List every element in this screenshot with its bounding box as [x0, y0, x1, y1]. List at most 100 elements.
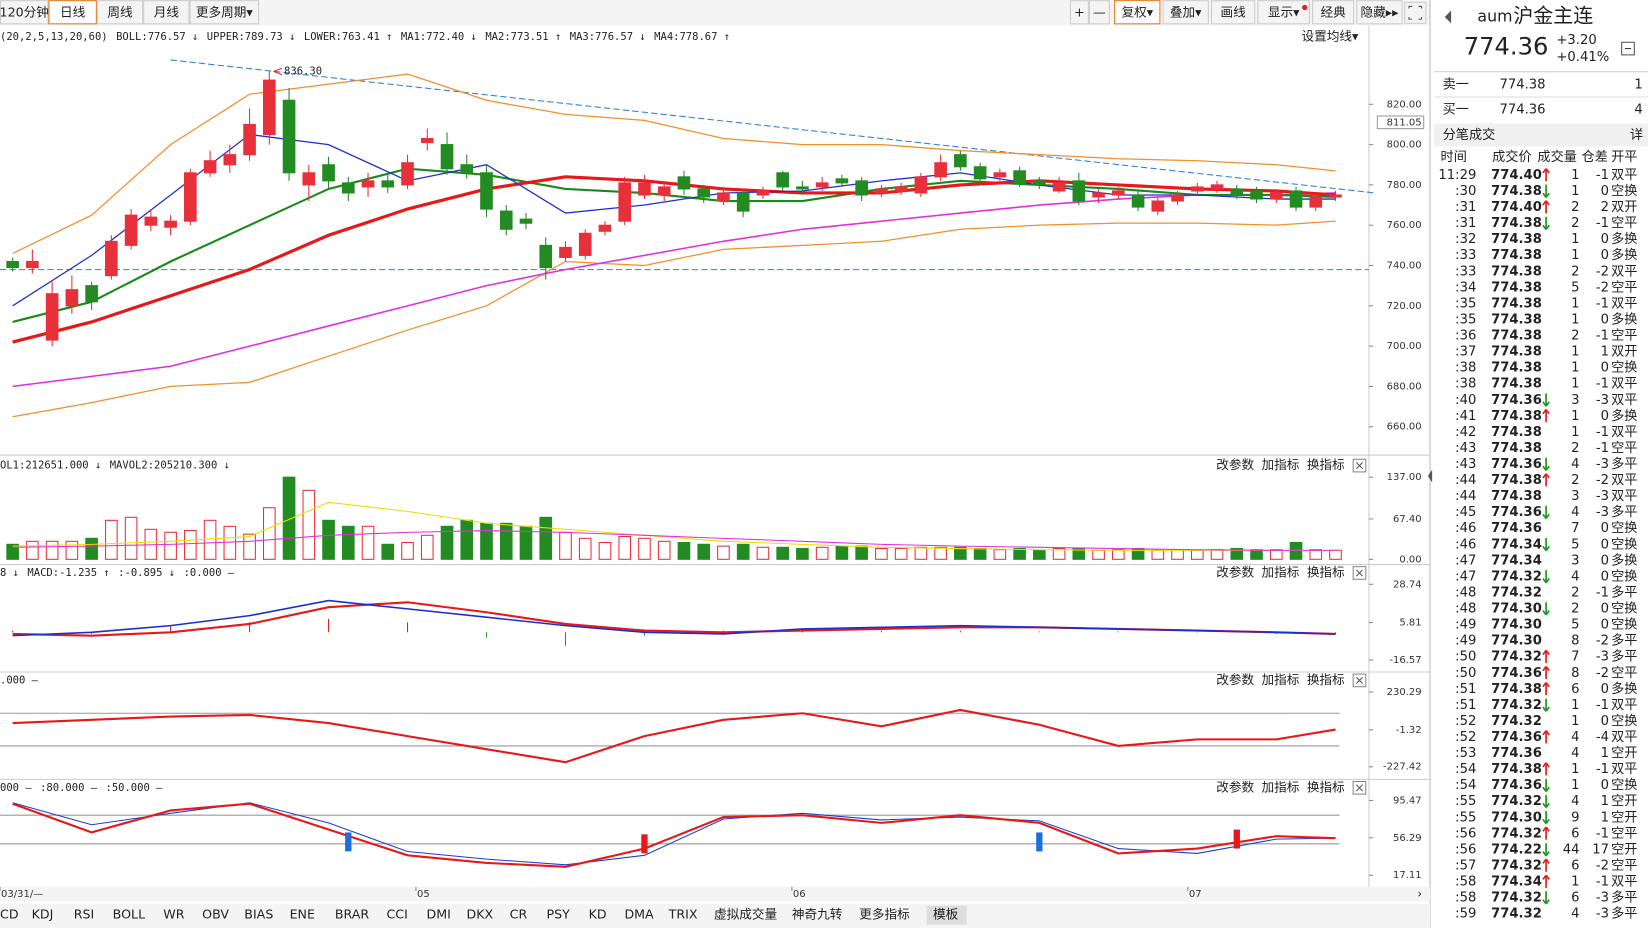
- tick-type: 空换: [1611, 777, 1637, 793]
- indicator-tab[interactable]: 虚拟成交量: [714, 907, 777, 922]
- indicator-tab[interactable]: 更多指标: [859, 907, 910, 922]
- tick-oi-change: -2: [1596, 280, 1609, 295]
- panel-control[interactable]: 加指标: [1262, 779, 1300, 794]
- tick-price: 774.32: [1491, 907, 1542, 922]
- indicator-tab[interactable]: RSI: [74, 907, 95, 922]
- tick-volume: 2: [1571, 585, 1579, 600]
- volume-bar: [973, 547, 987, 560]
- tick-oi-change: -1: [1596, 441, 1609, 456]
- tick-price: 774.38: [1491, 377, 1542, 392]
- indicator-tab[interactable]: BRAR: [335, 907, 370, 922]
- indicator-tab[interactable]: DMI: [426, 907, 450, 922]
- panel-close-icon: [1355, 676, 1363, 684]
- scroll-arrow[interactable]: ›: [1417, 887, 1422, 901]
- candle-body: [796, 186, 809, 190]
- indicator-tab[interactable]: OBV: [202, 907, 229, 922]
- candle-body: [1269, 192, 1283, 200]
- period-button[interactable]: [143, 0, 190, 25]
- candle-body: [598, 224, 612, 232]
- indicator-tab[interactable]: 神奇九转: [792, 907, 843, 922]
- indicator-tab[interactable]: CCI: [386, 907, 407, 922]
- tool-button[interactable]: [1114, 0, 1161, 25]
- tick-oi-change: 0: [1601, 521, 1609, 536]
- tick-type: 空开: [1611, 793, 1637, 809]
- panel-control[interactable]: 加指标: [1262, 672, 1300, 687]
- tool-label: +: [1074, 4, 1085, 19]
- tick-type: 空平: [1611, 440, 1637, 456]
- panel-control[interactable]: 改参数: [1216, 779, 1254, 794]
- panel-control[interactable]: 换指标: [1307, 564, 1345, 579]
- ma-settings[interactable]: 设置均线▾: [1302, 28, 1360, 43]
- candle-body: [322, 164, 335, 182]
- tool-button[interactable]: [1257, 0, 1310, 25]
- indicator-tab[interactable]: BOLL: [113, 907, 145, 922]
- down-arrow: [1542, 843, 1550, 857]
- indicator-tab[interactable]: WR: [163, 907, 184, 922]
- tick-oi-change: 0: [1601, 778, 1609, 793]
- column-header: 时间: [1441, 149, 1467, 165]
- expand-button[interactable]: [1404, 1, 1427, 24]
- volume-bar: [341, 525, 355, 560]
- prev-arrow[interactable]: [1444, 10, 1452, 24]
- volume-bar: [1289, 541, 1303, 560]
- panel-control[interactable]: 换指标: [1307, 779, 1345, 794]
- tick-oi-change: 0: [1601, 618, 1609, 633]
- candle-body: [105, 240, 118, 277]
- candle-body: [6, 260, 19, 269]
- panel-control[interactable]: 改参数: [1216, 564, 1254, 579]
- tool-button[interactable]: [1356, 0, 1403, 25]
- down-arrow: [1542, 698, 1550, 712]
- period-button[interactable]: [189, 0, 260, 25]
- period-button[interactable]: [0, 0, 49, 25]
- tick-oi-change: -3: [1596, 457, 1609, 472]
- tick-volume: 4: [1571, 505, 1579, 520]
- tick-oi-change: 17: [1592, 842, 1609, 857]
- panel-control[interactable]: 改参数: [1216, 672, 1254, 687]
- tick-time: :47: [1455, 553, 1476, 568]
- indicator-legend: :50.000 —: [105, 782, 163, 794]
- sell-price: 774.38: [1500, 77, 1546, 92]
- candle-body: [262, 79, 276, 136]
- tick-volume: 6: [1571, 826, 1579, 841]
- indicator-tab[interactable]: KD: [589, 907, 607, 922]
- up-arrow: [1542, 858, 1550, 872]
- tick-oi-change: 0: [1601, 184, 1609, 199]
- indicator-tab[interactable]: PSY: [547, 907, 571, 922]
- tick-type: 空开: [1611, 809, 1637, 825]
- indicator-tab[interactable]: ENE: [290, 907, 315, 922]
- volume-bar: [1151, 549, 1165, 560]
- indicator-tab[interactable]: DMA: [624, 907, 654, 922]
- panel-control[interactable]: 加指标: [1262, 457, 1300, 472]
- y-tick-label: 28.74: [1393, 579, 1422, 590]
- tool-button[interactable]: [1162, 0, 1209, 25]
- tool-label: 经典: [1321, 4, 1347, 19]
- tool-button[interactable]: [1312, 0, 1355, 25]
- tick-price: 774.32: [1491, 858, 1542, 873]
- tool-button[interactable]: [1210, 0, 1256, 25]
- panel-control[interactable]: 改参数: [1216, 457, 1254, 472]
- period-button[interactable]: [48, 0, 97, 25]
- candle-body: [1151, 200, 1165, 212]
- indicator-tab[interactable]: KDJ: [32, 907, 54, 922]
- volume-bar: [776, 546, 789, 560]
- ticks-detail[interactable]: 详: [1630, 127, 1643, 143]
- candle-body: [480, 172, 493, 210]
- indicator-tab[interactable]: BIAS: [244, 907, 273, 922]
- tick-volume: 5: [1571, 618, 1579, 633]
- indicator-tab[interactable]: CR: [510, 907, 528, 922]
- indicator-tab[interactable]: CD: [0, 907, 19, 922]
- collapse-handle[interactable]: [1427, 469, 1433, 483]
- volume-bar: [1210, 549, 1224, 560]
- indicator-tab[interactable]: TRIX: [668, 907, 698, 922]
- panel-control[interactable]: 换指标: [1307, 457, 1345, 472]
- indicator-tab[interactable]: 模板: [933, 907, 959, 922]
- panel-control[interactable]: 加指标: [1262, 564, 1300, 579]
- tool-button[interactable]: [1088, 0, 1110, 25]
- volume-bar: [1230, 547, 1244, 560]
- panel-control[interactable]: 换指标: [1307, 672, 1345, 687]
- volume-bar: [65, 540, 79, 560]
- period-button[interactable]: [96, 0, 144, 25]
- tick-price: 774.38: [1491, 232, 1542, 247]
- indicator-tab[interactable]: DKX: [466, 907, 493, 922]
- tool-button[interactable]: [1069, 0, 1089, 25]
